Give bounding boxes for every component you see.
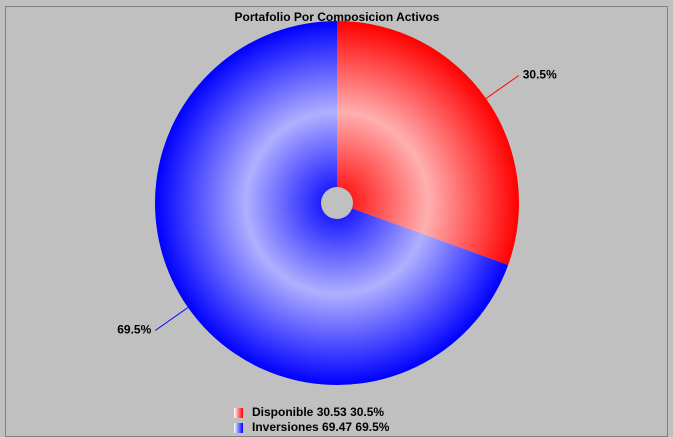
legend-entry: Inversiones 69.47 69.5% — [252, 420, 390, 434]
pie-hole — [321, 187, 353, 219]
legend-name: Inversiones — [252, 420, 319, 434]
legend-value: 69.47 — [322, 420, 352, 434]
leader-line — [154, 307, 189, 331]
legend-swatch — [234, 408, 243, 418]
chart-title: Portafolio Por Composicion Activos — [235, 10, 440, 24]
legend-name: Disponible — [252, 405, 314, 419]
pie-slice — [337, 21, 519, 265]
legend-percent: 69.5% — [355, 420, 389, 434]
leader-line — [485, 75, 520, 99]
legend-entry: Disponible 30.53 30.5% — [252, 405, 384, 419]
data-label: 69.5% — [117, 323, 151, 337]
data-label: 30.5% — [523, 68, 557, 82]
legend-percent: 30.5% — [350, 405, 384, 419]
legend-value: 30.53 — [317, 405, 347, 419]
legend-swatch — [234, 423, 243, 433]
